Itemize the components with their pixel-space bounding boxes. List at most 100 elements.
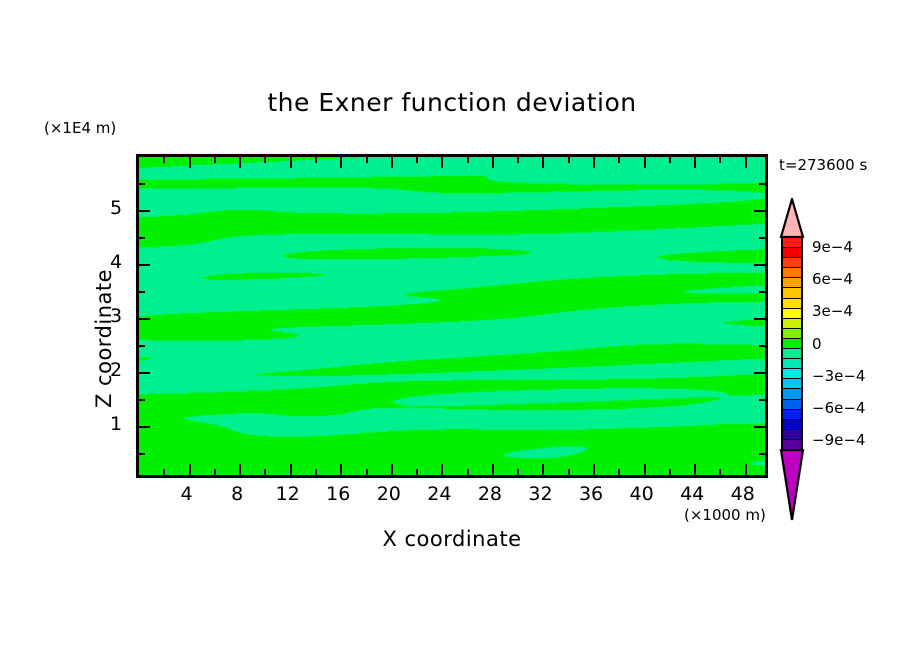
x-tick-top-major xyxy=(593,157,596,168)
x-tick-minor xyxy=(466,469,469,475)
x-tick-label: 48 xyxy=(730,483,755,505)
x-tick-minor xyxy=(314,469,317,475)
x-tick-major xyxy=(491,464,494,475)
colorbar-band xyxy=(783,288,801,299)
colorbar-band xyxy=(783,278,801,289)
y-tick-label: 1 xyxy=(110,413,123,435)
x-tick-label: 28 xyxy=(477,483,502,505)
x-tick-major xyxy=(593,464,596,475)
y-tick-major xyxy=(139,426,150,428)
x-tick-minor xyxy=(719,469,722,475)
colorbar-band xyxy=(783,318,801,329)
y-tick-label: 2 xyxy=(110,359,123,381)
x-tick-top-minor xyxy=(163,157,166,163)
colorbar-band xyxy=(783,389,801,400)
x-tick-top-minor xyxy=(618,157,621,163)
x-tick-top-minor xyxy=(517,157,520,163)
x-tick-major xyxy=(340,464,343,475)
x-tick-major xyxy=(441,464,444,475)
y-tick-minor xyxy=(139,399,145,401)
x-tick-top-major xyxy=(542,157,545,168)
x-tick-top-major xyxy=(694,157,697,168)
y-tick-right-major xyxy=(754,372,765,374)
colorbar-band xyxy=(783,258,801,269)
x-tick-top-major xyxy=(643,157,646,168)
y-tick-minor xyxy=(139,291,145,293)
x-tick-top-minor xyxy=(466,157,469,163)
y-tick-right-minor xyxy=(759,399,765,401)
x-tick-minor xyxy=(668,469,671,475)
x-tick-top-major xyxy=(441,157,444,168)
y-tick-right-major xyxy=(754,318,765,320)
y-axis-unit-label: (×1E4 m) xyxy=(44,119,117,137)
colorbar-band xyxy=(783,429,801,440)
x-tick-minor xyxy=(163,469,166,475)
page-title: the Exner function deviation xyxy=(267,88,637,117)
x-tick-minor xyxy=(264,469,267,475)
y-tick-right-minor xyxy=(759,345,765,347)
y-tick-right-minor xyxy=(759,237,765,239)
y-tick-right-minor xyxy=(759,453,765,455)
colorbar-tick-label: −3e−4 xyxy=(812,366,866,385)
time-stamp-label: t=273600 s xyxy=(779,156,868,174)
y-tick-minor xyxy=(139,453,145,455)
x-tick-label: 12 xyxy=(275,483,300,505)
x-tick-label: 40 xyxy=(629,483,654,505)
y-tick-major xyxy=(139,264,150,266)
x-tick-minor xyxy=(618,469,621,475)
x-tick-top-major xyxy=(289,157,292,168)
x-tick-top-minor xyxy=(365,157,368,163)
colorbar-band xyxy=(783,298,801,309)
colorbar-band xyxy=(783,328,801,339)
colorbar-band xyxy=(783,359,801,370)
x-tick-label: 32 xyxy=(528,483,553,505)
colorbar-band xyxy=(783,369,801,380)
colorbar-tick-label: 3e−4 xyxy=(812,302,853,321)
y-tick-right-major xyxy=(754,426,765,428)
x-tick-top-major xyxy=(239,157,242,168)
plot-area xyxy=(136,154,768,478)
colorbar-tick-label: 9e−4 xyxy=(812,237,853,256)
x-tick-label: 16 xyxy=(326,483,351,505)
y-tick-right-minor xyxy=(759,291,765,293)
colorbar-band xyxy=(783,349,801,360)
x-tick-label: 44 xyxy=(680,483,705,505)
y-tick-label: 4 xyxy=(110,251,123,273)
colorbar-band xyxy=(783,308,801,319)
x-tick-label: 8 xyxy=(231,483,244,505)
x-tick-top-major xyxy=(744,157,747,168)
x-tick-label: 24 xyxy=(427,483,452,505)
y-tick-right-major xyxy=(754,264,765,266)
y-tick-right-major xyxy=(754,210,765,212)
x-tick-minor xyxy=(213,469,216,475)
y-tick-label: 5 xyxy=(110,197,123,219)
colorbar-band xyxy=(783,238,801,249)
y-tick-minor xyxy=(139,183,145,185)
x-tick-minor xyxy=(365,469,368,475)
colorbar-band xyxy=(783,268,801,279)
x-tick-top-major xyxy=(188,157,191,168)
colorbar-band xyxy=(783,248,801,259)
x-tick-major xyxy=(390,464,393,475)
x-axis-unit-label: (×1000 m) xyxy=(684,506,766,524)
colorbar-tick-label: 6e−4 xyxy=(812,270,853,288)
y-tick-right-minor xyxy=(759,183,765,185)
y-tick-minor xyxy=(139,237,145,239)
x-tick-top-minor xyxy=(416,157,419,163)
x-tick-minor xyxy=(567,469,570,475)
x-tick-label: 36 xyxy=(578,483,604,505)
colorbar-band xyxy=(783,399,801,410)
colorbar-under-arrow xyxy=(779,449,805,521)
x-tick-major xyxy=(643,464,646,475)
x-tick-top-minor xyxy=(567,157,570,163)
x-tick-label: 4 xyxy=(180,483,193,505)
y-tick-major xyxy=(139,318,150,320)
x-tick-top-minor xyxy=(314,157,317,163)
colorbar-tick-label: −9e−4 xyxy=(812,431,866,450)
y-tick-label: 3 xyxy=(110,305,123,327)
colorbar-band xyxy=(783,379,801,390)
x-axis-title: X coordinate xyxy=(382,527,522,551)
x-tick-top-major xyxy=(340,157,343,168)
x-tick-top-minor xyxy=(264,157,267,163)
